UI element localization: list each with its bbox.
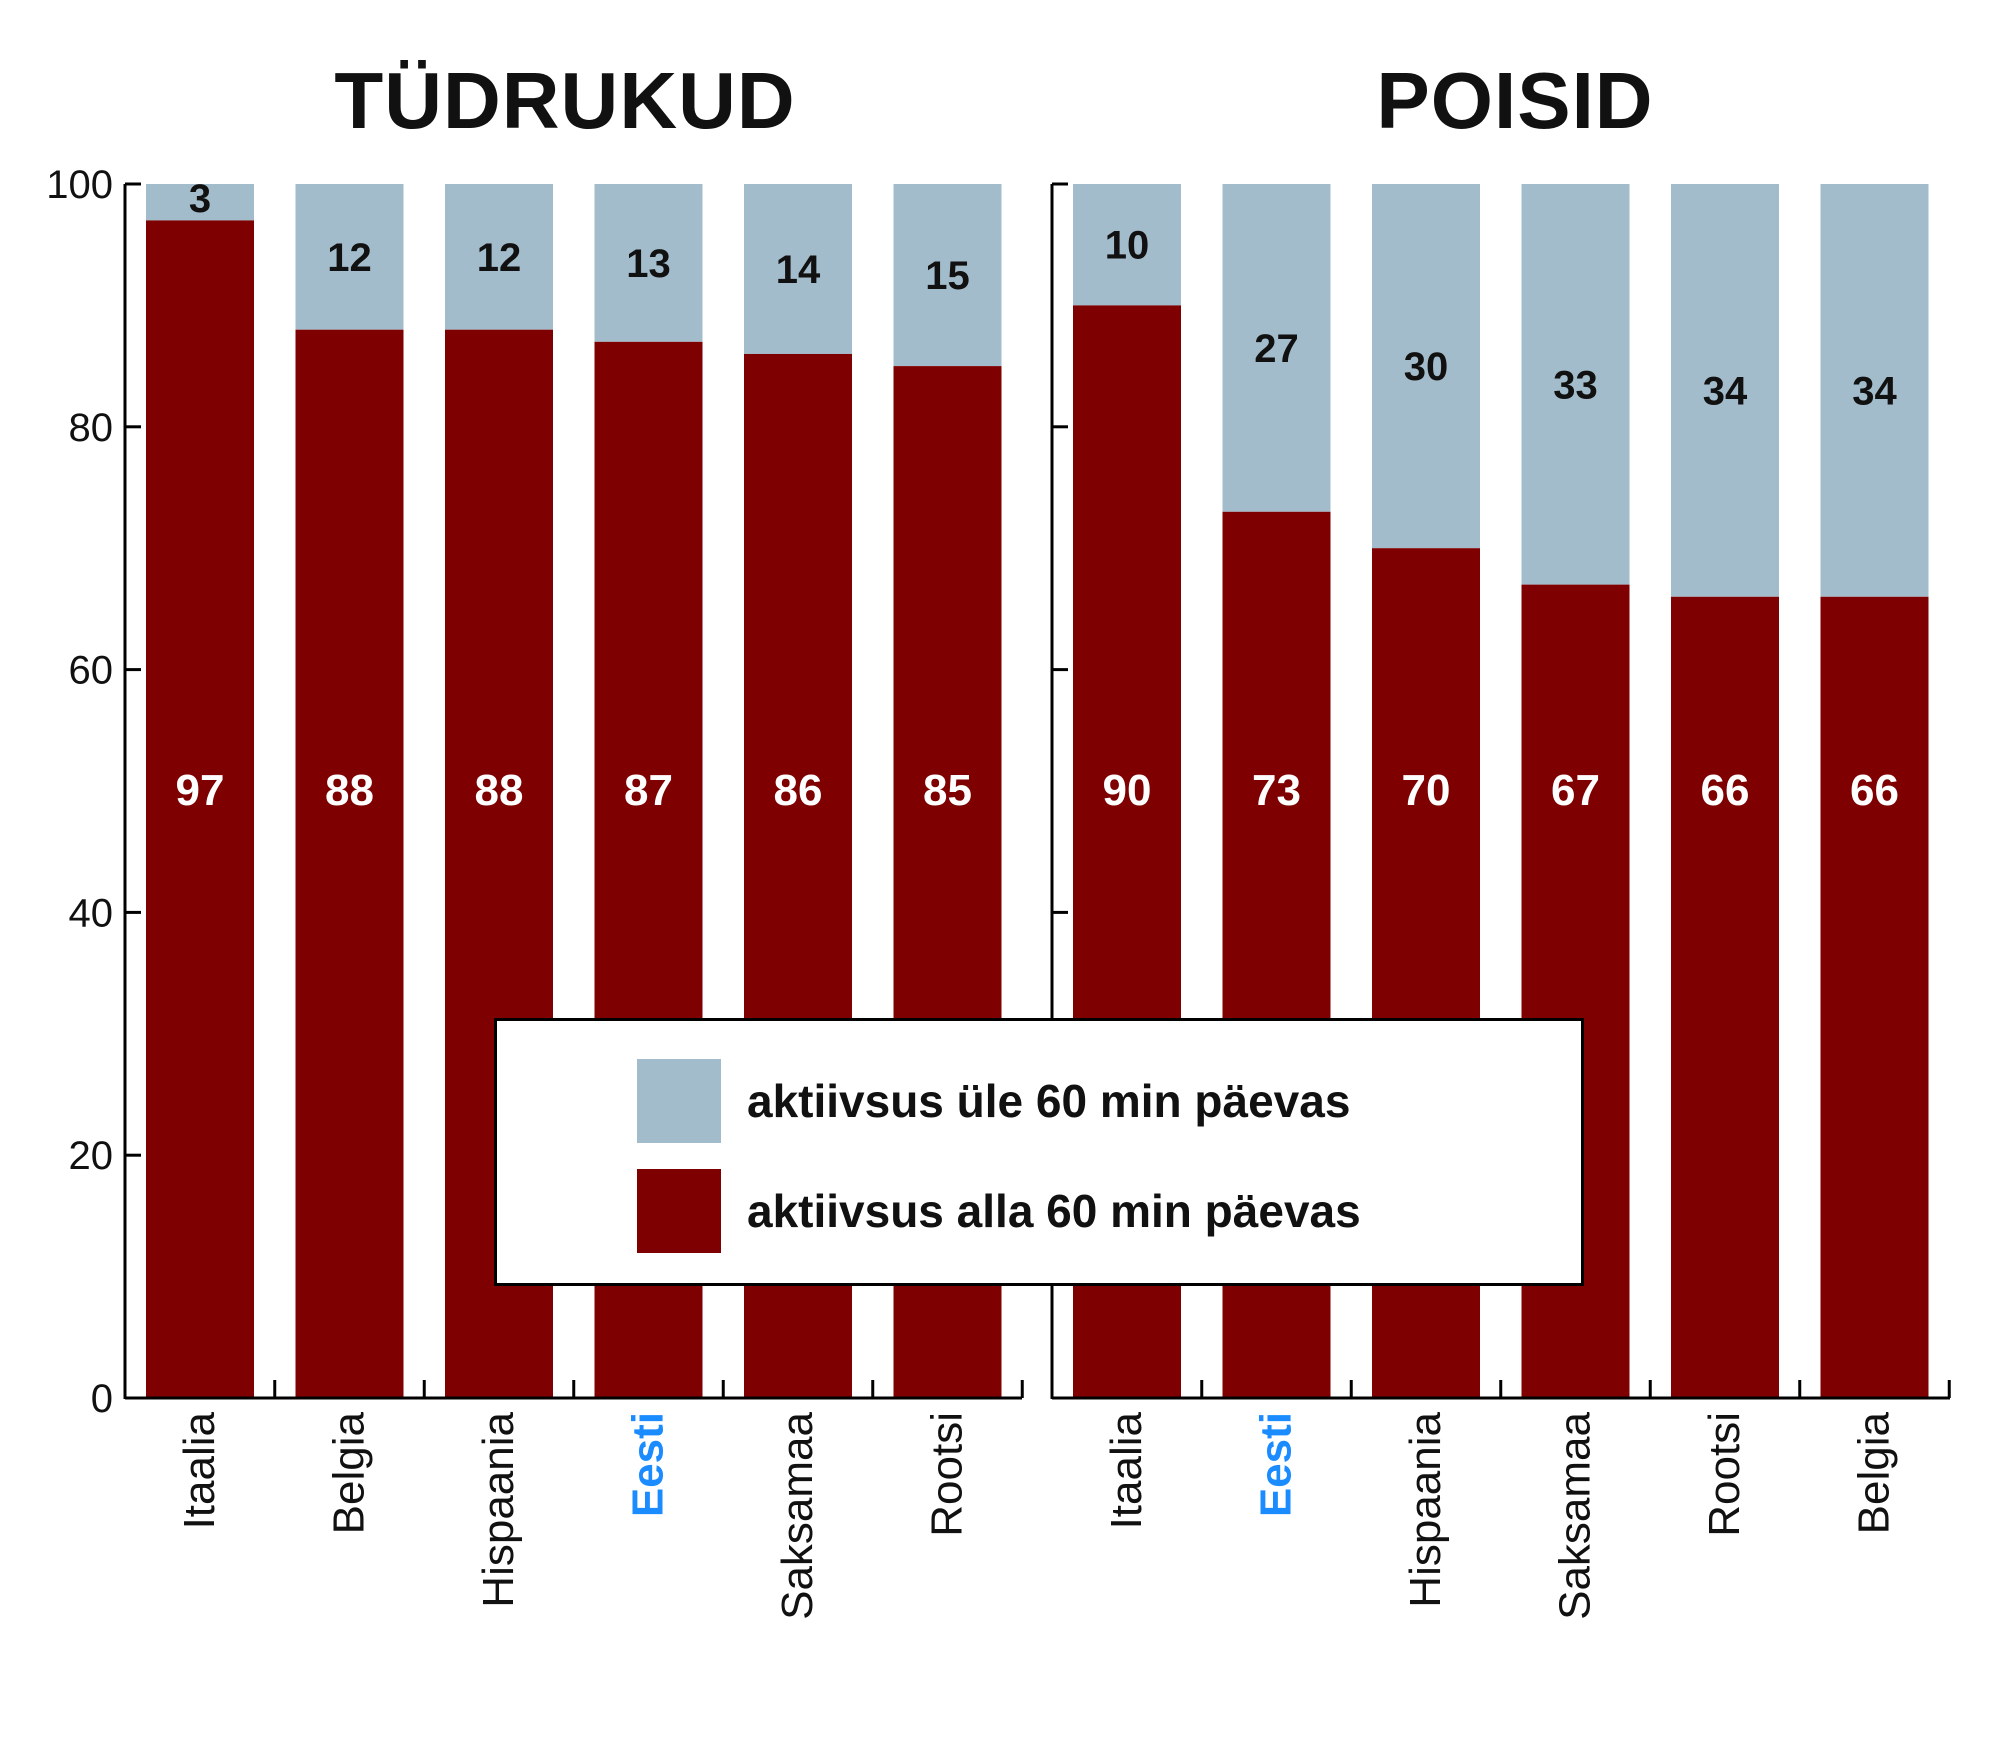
legend-item-below: aktiivsus alla 60 min päevas bbox=[637, 1169, 1361, 1253]
bar-above-0-0 bbox=[146, 184, 254, 221]
y-tick-label-5: 100 bbox=[46, 163, 113, 207]
category-label-0-2: Hispaania bbox=[474, 1411, 523, 1607]
category-label-1-4: Rootsi bbox=[1700, 1412, 1749, 1537]
value-label-above-1-1: 27 bbox=[1254, 327, 1299, 371]
value-label-above-1-4: 34 bbox=[1703, 369, 1748, 413]
value-label-below-0-0: 97 bbox=[176, 766, 225, 815]
category-label-0-0: Itaalia bbox=[175, 1411, 224, 1529]
y-tick-label-0: 0 bbox=[91, 1377, 113, 1421]
panel-title-girls: TÜDRUKUD bbox=[334, 56, 796, 145]
category-label-1-3: Saksamaa bbox=[1551, 1411, 1600, 1619]
y-tick-label-3: 60 bbox=[69, 649, 114, 693]
category-label-0-5: Rootsi bbox=[923, 1412, 972, 1537]
value-label-above-1-3: 33 bbox=[1553, 363, 1598, 407]
legend-label-below: aktiivsus alla 60 min päevas bbox=[747, 1185, 1361, 1237]
value-label-below-1-4: 66 bbox=[1701, 766, 1750, 815]
bar-above-1-5 bbox=[1820, 184, 1929, 597]
bar-above-0-2 bbox=[445, 184, 553, 330]
bar-above-1-1 bbox=[1222, 184, 1331, 512]
value-label-above-1-2: 30 bbox=[1404, 345, 1449, 389]
legend-label-above: aktiivsus üle 60 min päevas bbox=[747, 1075, 1351, 1127]
category-label-1-2: Hispaania bbox=[1401, 1411, 1450, 1607]
bar-below-0-0 bbox=[146, 220, 254, 1398]
value-label-below-0-5: 85 bbox=[923, 766, 972, 815]
value-label-below-0-4: 86 bbox=[774, 766, 823, 815]
bar-above-1-0 bbox=[1073, 184, 1181, 306]
value-label-below-1-5: 66 bbox=[1850, 766, 1899, 815]
category-label-0-4: Saksamaa bbox=[773, 1411, 822, 1619]
legend-swatch-above bbox=[637, 1059, 721, 1143]
bar-above-0-3 bbox=[594, 184, 703, 342]
value-label-above-0-4: 14 bbox=[776, 248, 821, 292]
bar-below-1-4 bbox=[1671, 596, 1779, 1398]
value-label-above-0-0: 3 bbox=[189, 177, 211, 221]
value-label-above-1-5: 34 bbox=[1852, 369, 1897, 413]
legend-item-above: aktiivsus üle 60 min päevas bbox=[637, 1059, 1350, 1143]
legend-swatch-below bbox=[637, 1169, 721, 1253]
bar-below-1-5 bbox=[1820, 596, 1929, 1398]
value-label-below-0-1: 88 bbox=[325, 766, 374, 815]
value-label-below-0-2: 88 bbox=[475, 766, 524, 815]
value-label-below-1-1: 73 bbox=[1252, 766, 1301, 815]
y-tick-label-1: 20 bbox=[69, 1134, 114, 1178]
value-label-above-0-1: 12 bbox=[327, 236, 372, 280]
panel-title-boys: POISID bbox=[1376, 56, 1654, 145]
category-label-1-0: Itaalia bbox=[1102, 1411, 1151, 1529]
bar-above-1-3 bbox=[1521, 184, 1630, 585]
value-label-below-1-2: 70 bbox=[1402, 766, 1451, 815]
y-tick-label-2: 40 bbox=[69, 891, 114, 935]
bar-below-0-1 bbox=[295, 329, 404, 1399]
bar-above-0-1 bbox=[295, 184, 404, 330]
value-label-below-0-3: 87 bbox=[624, 766, 673, 815]
y-tick-label-4: 80 bbox=[69, 406, 114, 450]
legend: aktiivsus üle 60 min päevas aktiivsus al… bbox=[494, 1018, 1584, 1286]
value-label-above-1-0: 10 bbox=[1105, 224, 1150, 268]
value-label-above-0-3: 13 bbox=[626, 242, 671, 286]
category-label-0-3: Eesti bbox=[624, 1412, 673, 1517]
value-label-below-1-3: 67 bbox=[1551, 766, 1600, 815]
category-label-1-1: Eesti bbox=[1252, 1412, 1301, 1517]
value-label-above-0-2: 12 bbox=[477, 236, 522, 280]
bar-above-0-4 bbox=[744, 184, 852, 354]
bar-above-0-5 bbox=[893, 184, 1002, 367]
category-label-1-5: Belgia bbox=[1850, 1411, 1899, 1534]
value-label-below-1-0: 90 bbox=[1103, 766, 1152, 815]
bar-above-1-2 bbox=[1372, 184, 1480, 549]
value-label-above-0-5: 15 bbox=[925, 254, 970, 298]
category-label-0-1: Belgia bbox=[325, 1411, 374, 1534]
bar-above-1-4 bbox=[1671, 184, 1779, 597]
